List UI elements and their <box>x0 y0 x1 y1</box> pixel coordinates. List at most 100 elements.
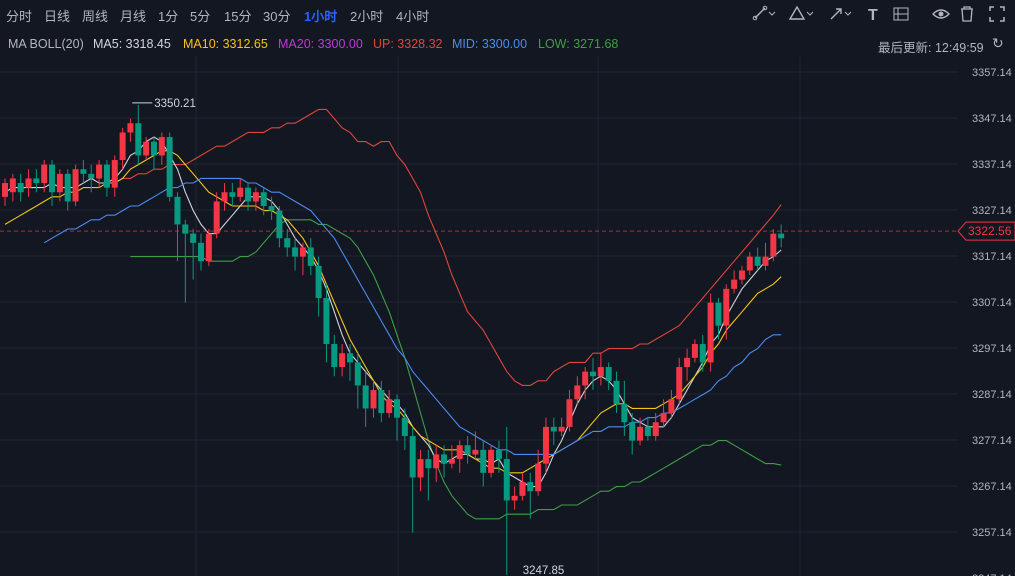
candle-body <box>495 449 502 460</box>
candle-body <box>707 302 714 363</box>
candle-body <box>205 233 212 262</box>
candle-body <box>699 344 706 363</box>
candle-body <box>299 247 306 257</box>
candle-body <box>362 385 369 409</box>
candle-body <box>56 173 63 193</box>
candle-body <box>17 183 24 193</box>
candle-body <box>590 371 596 377</box>
candle-body <box>441 454 448 464</box>
trash-icon[interactable] <box>958 5 984 23</box>
timeframe-7[interactable]: 30分 <box>263 9 291 24</box>
timeframe-2[interactable]: 周线 <box>82 9 109 24</box>
candle-body <box>409 436 416 478</box>
candle-body <box>417 459 424 478</box>
candle-body <box>260 192 267 207</box>
candle-body <box>621 403 628 423</box>
candle-body <box>292 247 299 257</box>
y-tick-label: 3327.14 <box>972 205 1012 217</box>
boll-up-value: UP: 3328.32 <box>373 37 443 51</box>
candle-body <box>346 353 353 363</box>
candle-body <box>684 357 691 368</box>
candle-body <box>448 459 455 464</box>
timeframe-10[interactable]: 4小时 <box>396 9 430 24</box>
candle-body <box>25 178 32 188</box>
candle-body <box>644 426 651 437</box>
candle-body <box>245 187 252 202</box>
candle-body <box>221 192 228 202</box>
boll-up-line <box>114 108 782 386</box>
candle-body <box>33 178 40 184</box>
refresh-icon[interactable]: ↻ <box>992 35 1004 51</box>
candle-body <box>307 247 314 266</box>
candle-body <box>715 302 722 326</box>
candle-body <box>158 137 165 156</box>
candle-body <box>762 256 769 266</box>
candle-body <box>284 238 291 248</box>
candle-body <box>613 380 620 404</box>
y-tick-label: 3267.14 <box>972 481 1012 493</box>
candle-body <box>370 390 377 409</box>
candle-body <box>480 449 487 473</box>
boll-low-line <box>130 219 782 520</box>
y-tick-label: 3347.14 <box>972 113 1012 125</box>
candle-body <box>354 362 361 386</box>
y-tick-label: 3317.14 <box>972 251 1012 263</box>
y-tick-label: 3247.14 <box>972 573 1012 576</box>
last-update: 最后更新: 12:49:59 <box>878 41 984 55</box>
candle-body <box>488 449 495 473</box>
shape-tool-icon[interactable] <box>788 5 814 23</box>
candle-body <box>119 132 126 161</box>
candle-body <box>511 495 518 501</box>
candle-body <box>723 288 730 326</box>
candle-body <box>41 164 48 184</box>
low-label: 3247.85 <box>523 565 565 576</box>
eye-icon[interactable] <box>932 5 958 23</box>
candle-body <box>174 196 181 225</box>
ma5-line <box>4 136 782 488</box>
ma5-value: MA5: 3318.45 <box>93 37 171 51</box>
candlestick-chart[interactable]: 3357.14 3347.14 3337.14 3327.14 3317.14 3307.… <box>0 56 1015 576</box>
y-tick-label: 3357.14 <box>972 67 1012 79</box>
candle-body <box>378 390 385 414</box>
candle-body <box>550 426 557 432</box>
timeframe-0[interactable]: 分时 <box>6 9 33 24</box>
timeframe-9[interactable]: 2小时 <box>350 9 384 24</box>
timeframe-6[interactable]: 15分 <box>224 9 252 24</box>
text-tool-icon[interactable]: T <box>866 5 892 23</box>
candle-body <box>315 265 322 299</box>
candle-body <box>746 256 753 271</box>
candle-body <box>652 422 659 437</box>
candle-body <box>96 164 103 179</box>
timeframe-8[interactable]: 1小时 <box>304 9 338 24</box>
timeframe-1[interactable]: 日线 <box>44 9 71 24</box>
candle-body <box>49 164 56 193</box>
timeframe-4[interactable]: 1分 <box>158 9 179 24</box>
candle-body <box>527 482 534 492</box>
candle-body <box>268 206 275 211</box>
arrow-tool-icon[interactable] <box>828 5 854 23</box>
candle-body <box>464 445 471 455</box>
candle-body <box>135 123 142 156</box>
candle-body <box>582 371 589 386</box>
candle-body <box>629 422 636 441</box>
candle-body <box>770 233 777 257</box>
candle-body <box>472 449 479 455</box>
boll-mid-value: MID: 3300.00 <box>452 37 528 51</box>
candle-body <box>213 201 220 234</box>
candle-body <box>433 454 440 469</box>
candle-body <box>535 463 542 492</box>
boll-low-value: LOW: 3271.68 <box>538 37 619 51</box>
candle-body <box>503 459 510 501</box>
timeframe-toolbar: 分时 日线 周线 月线 1分 5分 15分 30分 1小时 2小时 4小时 T <box>0 0 1015 28</box>
measure-tool-icon[interactable] <box>892 5 918 23</box>
y-tick-label: 3257.14 <box>972 527 1012 539</box>
ma10-line <box>4 150 782 474</box>
candle-body <box>190 233 197 243</box>
candle-body <box>676 367 683 400</box>
timeframe-5[interactable]: 5分 <box>190 9 211 24</box>
fullscreen-icon[interactable] <box>988 5 1014 23</box>
line-tool-icon[interactable] <box>752 5 778 23</box>
timeframe-3[interactable]: 月线 <box>120 9 147 24</box>
candle-body <box>394 399 400 418</box>
candle-body <box>64 173 71 202</box>
